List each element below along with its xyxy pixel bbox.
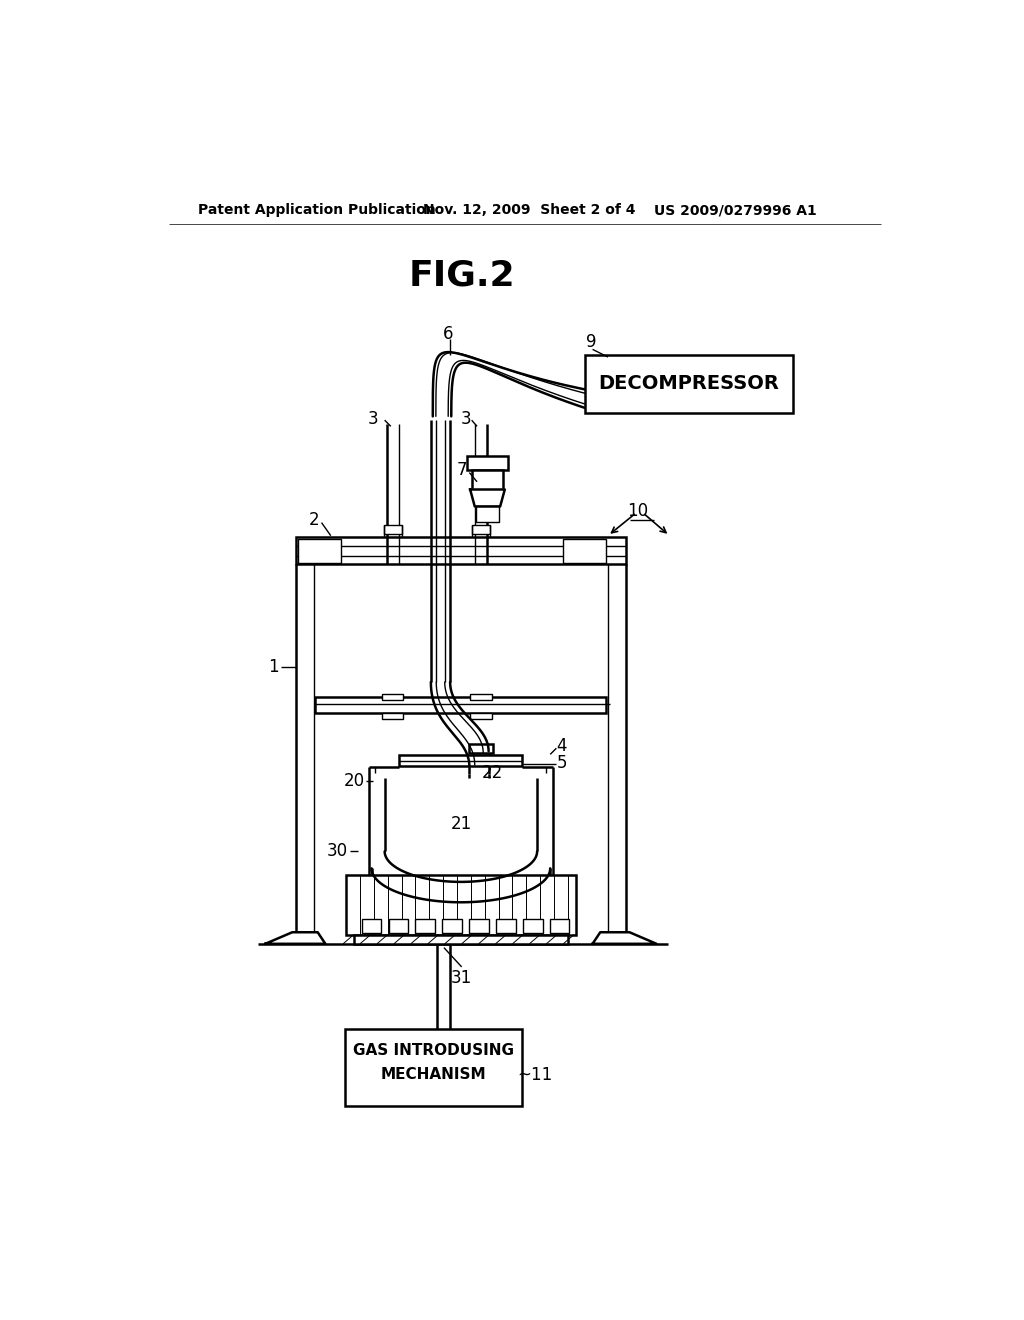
Polygon shape xyxy=(470,490,505,507)
Bar xyxy=(354,935,568,944)
Text: GAS INTRODUSING: GAS INTRODUSING xyxy=(352,1043,514,1057)
Bar xyxy=(497,919,515,933)
Bar xyxy=(467,457,508,470)
Bar xyxy=(398,755,521,766)
Bar xyxy=(361,919,381,933)
Text: 21: 21 xyxy=(451,816,472,833)
Text: 20: 20 xyxy=(343,772,365,789)
Bar xyxy=(563,539,605,562)
Text: Patent Application Publication: Patent Application Publication xyxy=(199,203,436,216)
Bar xyxy=(442,919,462,933)
Bar xyxy=(472,525,490,535)
Text: DECOMPRESSOR: DECOMPRESSOR xyxy=(598,374,779,393)
Bar xyxy=(388,919,408,933)
Bar xyxy=(550,919,569,933)
Text: 22: 22 xyxy=(482,764,503,781)
Text: 3: 3 xyxy=(460,409,471,428)
Text: 30: 30 xyxy=(327,842,347,861)
Bar xyxy=(469,919,488,933)
Bar xyxy=(472,470,503,490)
Bar xyxy=(382,693,403,700)
Bar xyxy=(470,693,492,700)
Bar xyxy=(476,507,499,521)
Bar xyxy=(346,875,575,935)
Bar xyxy=(384,525,401,535)
Text: 7: 7 xyxy=(457,461,467,479)
Bar xyxy=(469,743,494,752)
Text: US 2009/0279996 A1: US 2009/0279996 A1 xyxy=(654,203,817,216)
Polygon shape xyxy=(265,932,326,944)
Text: MECHANISM: MECHANISM xyxy=(380,1067,486,1082)
Bar xyxy=(416,919,435,933)
Bar xyxy=(585,355,793,412)
Text: Nov. 12, 2009  Sheet 2 of 4: Nov. 12, 2009 Sheet 2 of 4 xyxy=(423,203,636,216)
Text: 6: 6 xyxy=(443,325,454,343)
Bar xyxy=(470,713,492,719)
Bar xyxy=(296,537,626,564)
Text: ~11: ~11 xyxy=(517,1065,552,1084)
Polygon shape xyxy=(593,932,656,944)
Text: 2: 2 xyxy=(308,511,319,529)
Text: 5: 5 xyxy=(556,754,567,772)
Text: FIG.2: FIG.2 xyxy=(409,259,515,293)
Bar xyxy=(382,713,403,719)
Bar xyxy=(298,539,341,562)
Text: 9: 9 xyxy=(586,333,596,351)
Text: 1: 1 xyxy=(267,657,279,676)
Bar xyxy=(523,919,543,933)
Text: 31: 31 xyxy=(451,969,472,987)
Text: 10: 10 xyxy=(627,502,648,520)
Text: 4: 4 xyxy=(556,737,567,755)
Bar xyxy=(315,697,606,713)
Text: 3: 3 xyxy=(368,409,379,428)
Bar xyxy=(345,1028,521,1106)
